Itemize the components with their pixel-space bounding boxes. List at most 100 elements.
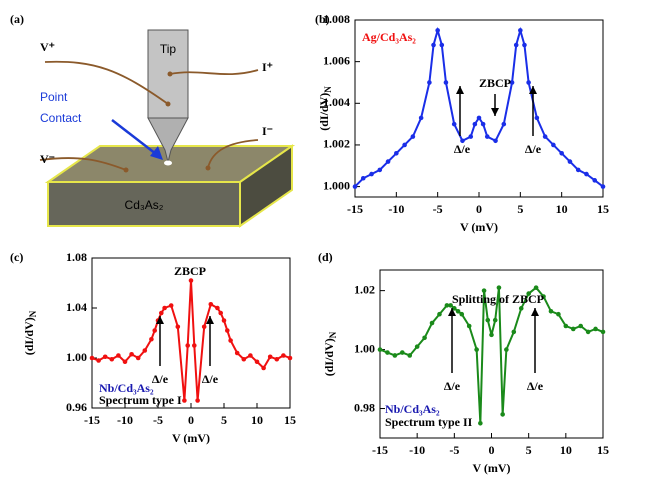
x-tick-label: 0 [476,202,482,216]
x-tick-label: -15 [347,202,363,216]
arrow-head [448,308,456,316]
data-point [122,359,128,365]
data-point [96,358,101,363]
data-point [185,343,190,348]
data-point [241,356,247,362]
data-point [493,138,498,144]
data-point [451,121,457,127]
diagram: (a) Tip V⁺ I⁺ Point Contact I⁻ V⁻ Cd₃As₂ [10,12,296,228]
data-point [89,355,95,361]
y-tick-label: 1.00 [66,350,87,364]
data-point [533,285,539,290]
data-point [504,347,509,352]
data-point [152,328,157,333]
x-tick-label: 15 [284,413,296,427]
arrow-head [529,86,537,94]
y-axis-label-sub: N [323,86,333,93]
data-point [385,159,391,164]
data-point [556,311,561,317]
chart: -15 -10 -5 0 5 10 151.0001.0021.0041.0061.008(… [315,12,609,234]
y-axis-label: (dI/dV)N [317,86,333,131]
data-point [188,278,194,283]
y-tick-label: 1.008 [323,12,350,26]
data-point [142,348,148,353]
data-point [149,336,154,342]
data-point [267,354,273,360]
data-point [459,311,465,317]
slab-side [239,144,293,228]
data-point [168,303,174,308]
data-point [526,80,531,85]
x-tick-label: 15 [597,202,609,216]
data-point [248,353,253,358]
chart: -15 -10 -5 0 5 10 15 0.96 1.00 1.04 1.08 (c) V (mV) (… [10,250,296,445]
data-point [541,294,546,299]
data-point [559,150,564,156]
data-point [468,134,474,139]
data-point [600,184,606,189]
x-tick-label: 5 [221,413,227,427]
data-point [225,328,230,333]
data-point [192,343,197,348]
data-point [455,308,461,314]
annotation: ZBCP [479,76,511,90]
wire-end [205,165,211,171]
data-point [575,167,581,173]
data-point [496,285,502,290]
data-point [281,353,286,358]
y-tick-label: 1.02 [354,282,375,296]
wire-end [123,167,129,173]
data-point [254,359,260,365]
data-point [542,134,548,139]
x-tick-label: 5 [526,443,532,457]
panel-label: (b) [315,12,330,26]
data-point [460,138,465,144]
y-tick-label: 1.006 [323,53,350,67]
data-point [429,320,435,326]
data-point [427,80,432,85]
y-tick-label: 1.002 [323,137,350,151]
data-point [481,288,487,293]
data-point [234,350,240,356]
data-point [584,171,589,177]
data-point [585,329,591,335]
data-point [500,412,505,417]
panel-label: (d) [318,250,333,264]
data-point [116,353,121,358]
data-point [501,121,507,127]
data-point [400,350,405,355]
terminal-label: V⁻ [40,152,55,166]
y-axis-label-text: (dI/dV) [322,338,336,376]
tip-cone [147,117,189,163]
y-axis-label-text: (dI/dV) [22,317,36,355]
terminal-label: I⁺ [262,60,273,74]
y-axis-label-sub: N [328,331,338,338]
data-point [548,308,554,314]
data-point [410,134,416,139]
data-point [570,326,576,332]
contact-label: Contact [40,111,82,125]
annotation: Ag/Cd₃As₂ [362,30,416,44]
data-point [394,150,399,156]
x-axis-label: V (mV) [460,220,498,234]
x-tick-label: 10 [556,202,568,216]
x-tick-label: -10 [409,443,425,457]
y-axis-label: (dI/dV)N [22,310,38,355]
x-tick-label: -15 [372,443,388,457]
annotation: Δ/e [525,142,542,156]
annotation: Δ/e [527,379,544,393]
data-point [431,42,436,48]
annotation: Spectrum type II [385,415,473,429]
data-point [435,28,440,33]
data-point [109,356,115,362]
terminal-label: V⁺ [40,40,55,54]
arrow-head [206,316,214,324]
annotation: Nb/Cd₃As₂ [385,402,440,416]
x-tick-label: 5 [517,202,523,216]
data-point [534,115,540,121]
data-point [513,42,519,48]
data-point [221,318,227,323]
data-point [175,324,181,330]
x-tick-label: 10 [560,443,572,457]
